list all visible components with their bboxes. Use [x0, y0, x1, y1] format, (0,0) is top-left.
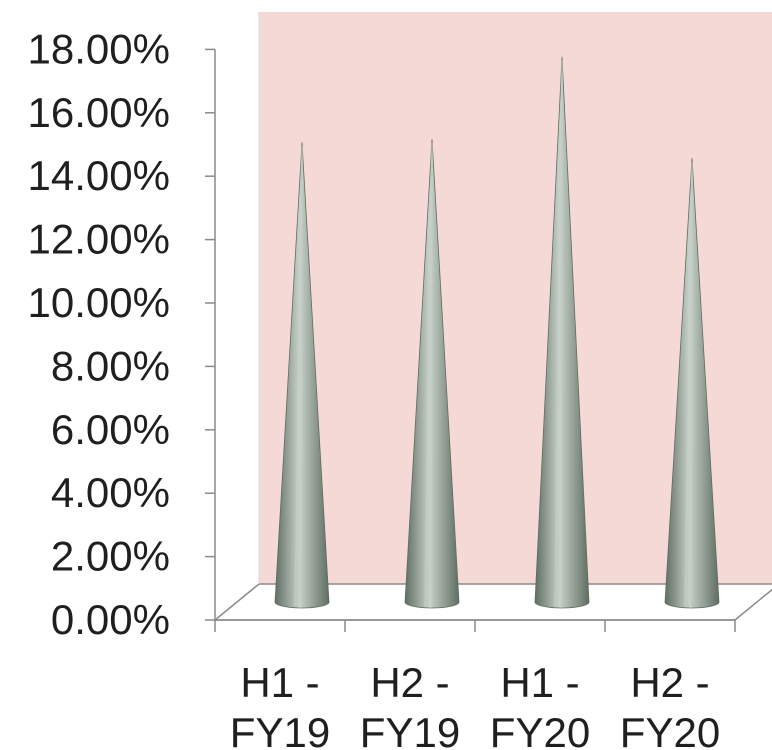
y-tick-label: 12.00%	[28, 216, 170, 263]
y-tick-label: 16.00%	[28, 89, 170, 136]
y-tick-label: 6.00%	[51, 406, 170, 453]
y-tick-label: 14.00%	[28, 152, 170, 199]
x-tick-label: H2 -	[370, 659, 449, 706]
cone-bar	[404, 139, 460, 609]
y-tick-label: 0.00%	[51, 596, 170, 643]
x-tick-label: H2 -	[630, 659, 709, 706]
y-axis-tick-labels: 0.00% 2.00% 4.00% 6.00% 8.00% 10.00% 12.00% 14.…	[28, 25, 170, 643]
x-tick-label: FY19	[360, 709, 460, 750]
x-tick-label: H1 -	[240, 659, 319, 706]
cone-bar	[534, 56, 590, 609]
x-tick-label: FY19	[230, 709, 330, 750]
x-axis-ticks	[214, 620, 736, 632]
y-tick-label: 2.00%	[51, 533, 170, 580]
x-tick-label: FY20	[490, 709, 590, 750]
y-tick-label: 4.00%	[51, 469, 170, 516]
y-tick-label: 18.00%	[28, 25, 170, 72]
chart-cones	[274, 56, 720, 609]
cone-bar	[664, 158, 720, 609]
cone-highlight	[684, 162, 693, 609]
y-axis-ticks	[205, 48, 215, 621]
cone-highlight	[424, 143, 433, 609]
cone-bar	[274, 142, 330, 609]
y-tick-label: 8.00%	[51, 342, 170, 389]
cone-highlight	[294, 146, 303, 609]
cone-highlight	[554, 60, 563, 609]
x-tick-label: FY20	[620, 709, 720, 750]
y-tick-label: 10.00%	[28, 279, 170, 326]
x-tick-label: H1 -	[500, 659, 579, 706]
